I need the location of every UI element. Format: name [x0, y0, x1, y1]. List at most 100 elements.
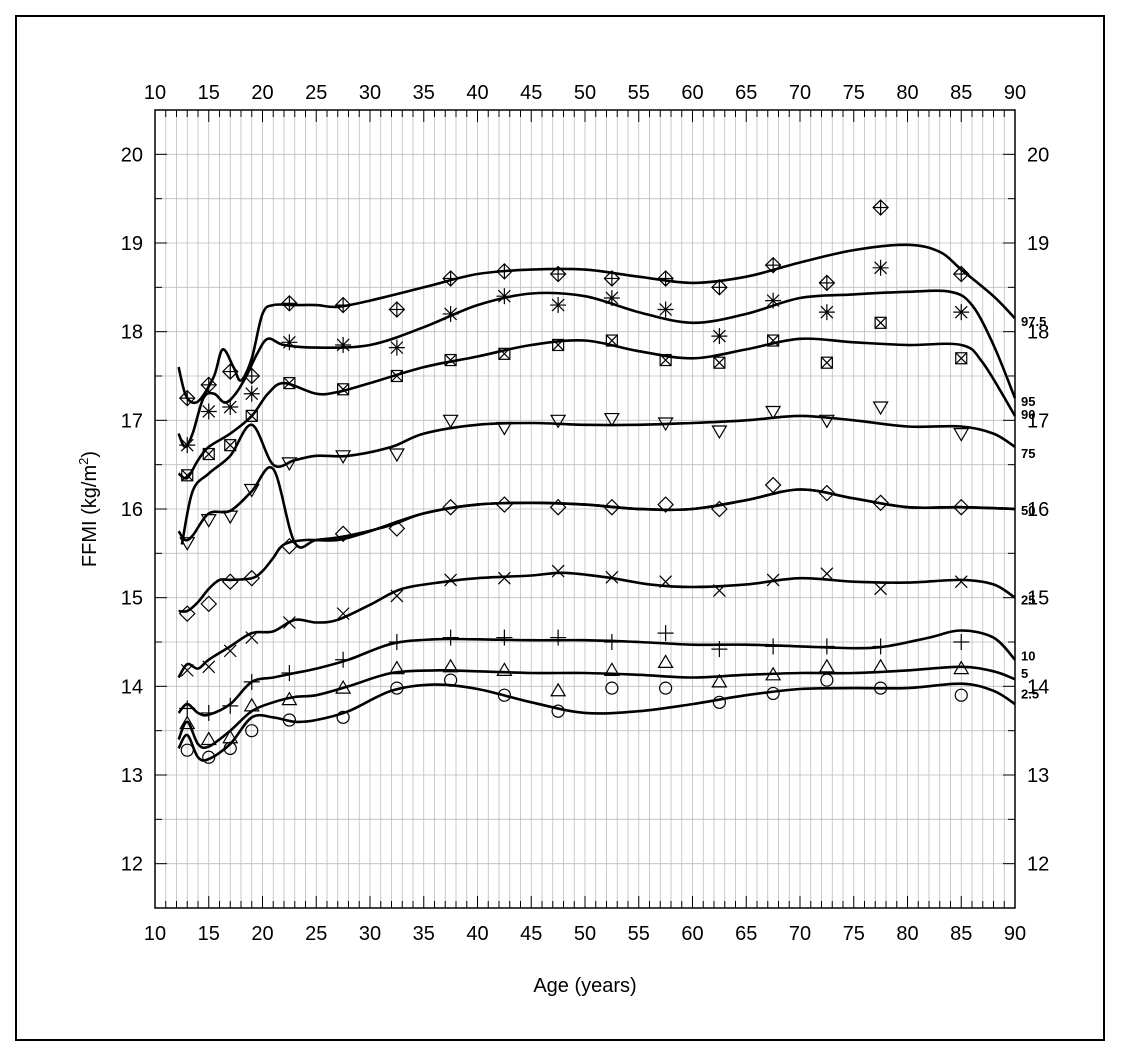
data-point-90 — [713, 356, 726, 369]
percentile-label: 97.5 — [1021, 314, 1046, 329]
data-point-75 — [243, 483, 260, 498]
data-point-75 — [442, 414, 459, 429]
x-tick-label-top: 45 — [520, 82, 542, 104]
data-point-25 — [820, 567, 834, 581]
x-tick-label-bottom: 40 — [466, 923, 488, 945]
data-point-25 — [551, 564, 565, 578]
y-tick-label-right: 13 — [1027, 765, 1049, 787]
data-point-97-5 — [711, 278, 728, 296]
data-point-2-5 — [712, 695, 726, 709]
x-tick-label-bottom: 10 — [144, 923, 166, 945]
percentile-label: 2.5 — [1021, 686, 1039, 701]
percentile-curve-90 — [177, 337, 1017, 480]
data-point-2-5 — [444, 673, 458, 687]
data-point-5 — [872, 658, 889, 673]
data-point-95 — [550, 297, 567, 314]
data-point-95 — [603, 289, 620, 306]
data-point-5 — [818, 658, 835, 673]
data-point-97-5 — [334, 296, 352, 314]
data-point-75 — [953, 428, 970, 442]
data-point-10 — [442, 629, 459, 646]
data-point-10 — [765, 638, 782, 655]
data-point-97-5 — [200, 376, 218, 394]
data-point-95 — [243, 385, 260, 402]
data-point-2-5 — [390, 681, 404, 695]
y-axis-title-close: ) — [79, 451, 101, 458]
data-point-25 — [202, 660, 216, 674]
data-point-5 — [550, 682, 567, 697]
data-point-10 — [496, 629, 513, 646]
data-point-2-5 — [180, 743, 194, 757]
x-tick-label-top: 30 — [359, 82, 381, 104]
data-point-90 — [955, 352, 968, 365]
data-point-90 — [181, 469, 194, 482]
data-point-75 — [200, 514, 217, 528]
data-point-90 — [874, 316, 887, 329]
x-tick-label-top: 15 — [198, 82, 220, 104]
data-point-5 — [657, 654, 674, 668]
data-point-97-5 — [952, 265, 970, 283]
x-tick-label-top: 60 — [681, 82, 703, 104]
y-tick-label-right: 18 — [1027, 322, 1049, 344]
x-tick-label-bottom: 80 — [896, 923, 918, 945]
data-point-75 — [388, 448, 405, 463]
data-point-5 — [496, 662, 513, 676]
data-point-10 — [222, 697, 239, 714]
data-point-50 — [872, 494, 889, 512]
data-point-95 — [200, 403, 217, 420]
data-point-25 — [497, 571, 511, 585]
data-point-97-5 — [496, 263, 513, 280]
data-point-25 — [390, 589, 404, 603]
data-point-95 — [335, 336, 352, 353]
percentile-curve-75 — [180, 414, 1016, 545]
data-point-75 — [179, 537, 196, 551]
data-point-75 — [818, 414, 835, 429]
data-point-75 — [496, 421, 513, 436]
data-point-5 — [603, 662, 620, 676]
data-point-5 — [953, 660, 970, 675]
percentile-label: 5 — [1021, 666, 1028, 681]
x-tick-label-bottom: 15 — [198, 923, 220, 945]
data-point-75 — [603, 412, 620, 427]
data-point-50 — [221, 573, 239, 591]
data-point-50 — [243, 569, 261, 587]
data-point-25 — [659, 575, 673, 589]
y-axis-title-sup: 2 — [76, 458, 91, 465]
data-point-10 — [872, 638, 889, 655]
data-point-2-5 — [336, 710, 350, 724]
data-point-75 — [222, 510, 239, 525]
y-tick-label-right: 17 — [1027, 410, 1049, 432]
data-point-95 — [711, 328, 728, 345]
data-point-2-5 — [766, 686, 780, 701]
data-point-97-5 — [549, 265, 567, 283]
percentile-curve-10 — [177, 571, 1016, 679]
data-point-50 — [281, 537, 298, 555]
y-tick-label-left: 16 — [121, 499, 143, 521]
data-point-5 — [388, 660, 405, 675]
data-point-95 — [281, 334, 298, 351]
data-point-2-5 — [659, 681, 673, 695]
data-point-90 — [605, 334, 618, 347]
percentile-curve-lowest — [177, 682, 1016, 762]
percentile-label: 10 — [1021, 648, 1035, 663]
data-point-25 — [444, 573, 458, 587]
data-point-95 — [765, 292, 782, 309]
data-markers — [178, 199, 970, 764]
data-point-5 — [243, 697, 260, 712]
data-point-25 — [336, 607, 350, 621]
x-tick-label-top: 10 — [144, 82, 166, 104]
y-tick-label-left: 19 — [121, 233, 143, 255]
y-tick-label-right: 16 — [1027, 499, 1049, 521]
data-point-2-5 — [282, 713, 296, 727]
x-tick-label-bottom: 45 — [520, 923, 542, 945]
data-point-10 — [711, 641, 728, 658]
x-axis-title: Age (years) — [533, 975, 636, 997]
data-point-25 — [766, 573, 780, 587]
y-tick-label-right: 15 — [1027, 588, 1049, 610]
percentile-curve-50 — [177, 465, 1016, 549]
y-tick-label-left: 13 — [121, 765, 143, 787]
data-point-50 — [711, 500, 728, 518]
data-point-90 — [390, 369, 403, 383]
